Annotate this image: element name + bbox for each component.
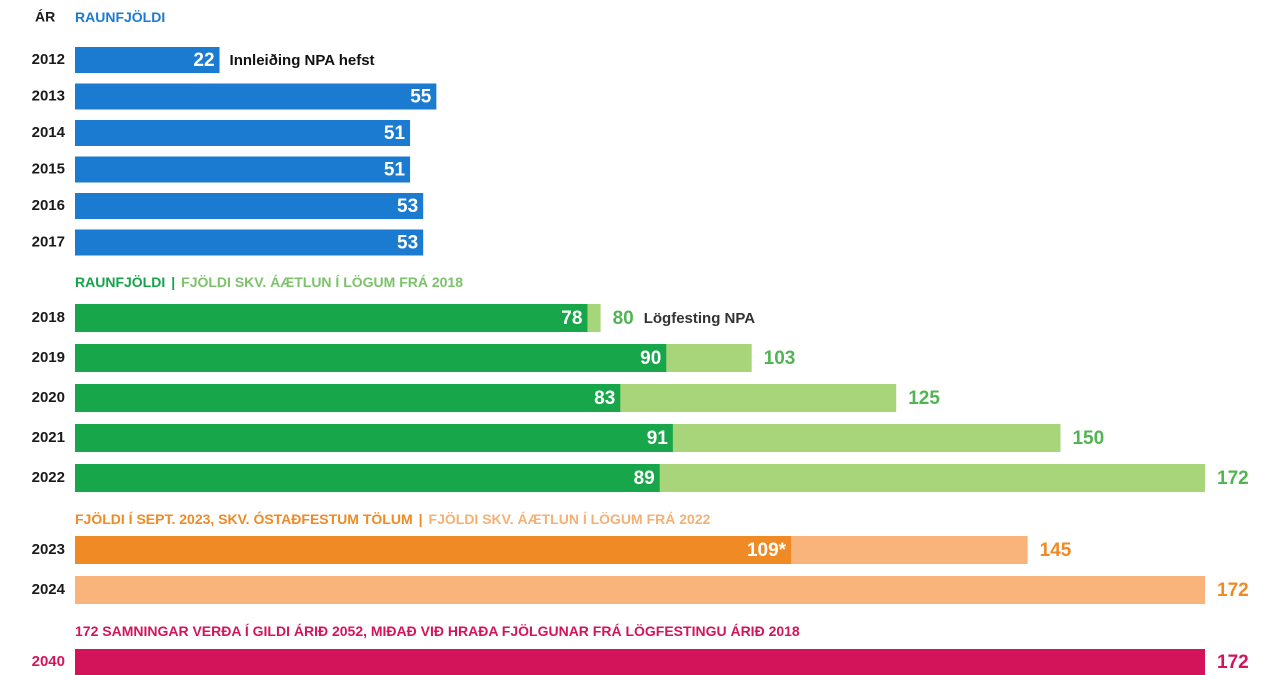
header-part: FJÖLDI SKV. ÁÆTLUN Í LÖGUM FRÁ 2018 (181, 274, 463, 290)
section-header: RAUNFJÖLDI | FJÖLDI SKV. ÁÆTLUN Í LÖGUM FR… (75, 274, 463, 290)
value-label: 22 (193, 50, 214, 71)
category-label: 2015 (32, 160, 65, 177)
bar (75, 424, 673, 452)
category-header: ÁR (35, 9, 55, 25)
bar (75, 156, 411, 183)
category-label: 2020 (32, 389, 65, 406)
section-header: FJÖLDI Í SEPT. 2023, SKV. ÓSTAÐFESTUM TÖ… (75, 510, 711, 527)
category-label: 2022 (32, 469, 65, 486)
value-label: 83 (594, 388, 615, 409)
bar (75, 304, 588, 332)
value-label: 150 (1072, 428, 1104, 449)
category-label: 2023 (32, 541, 65, 558)
bar (75, 47, 220, 73)
category-label: 2013 (32, 87, 65, 104)
value-label: 91 (647, 428, 669, 449)
category-label: 2017 (32, 233, 65, 250)
bar (75, 344, 667, 372)
value-label: 55 (410, 87, 432, 108)
bar (75, 120, 411, 146)
category-label: 2012 (32, 51, 65, 68)
header-part: RAUNFJÖLDI (75, 9, 165, 25)
section-header: RAUNFJÖLDI (75, 9, 165, 25)
value-label: 125 (908, 388, 940, 409)
bar (75, 229, 424, 256)
header-part: RAUNFJÖLDI (75, 274, 165, 290)
value-label: 172 (1217, 580, 1249, 601)
annotation: Lögfesting NPA (644, 310, 756, 327)
value-label: 51 (384, 123, 406, 144)
bar (75, 576, 1205, 604)
bar (75, 536, 792, 564)
category-label: 2016 (32, 197, 65, 214)
value-label: 78 (561, 308, 582, 329)
value-label: 109* (747, 540, 787, 561)
category-label: 2021 (32, 429, 65, 446)
bar (75, 83, 437, 110)
bar (75, 464, 660, 492)
category-label: 2018 (32, 309, 65, 326)
category-label: 2040 (32, 653, 65, 670)
category-label: 2014 (32, 124, 66, 141)
value-label: 172 (1217, 652, 1249, 673)
bar (75, 384, 621, 412)
category-label: 2024 (32, 581, 66, 598)
bar (75, 193, 424, 219)
value-label: 172 (1217, 468, 1249, 489)
value-label: 53 (397, 233, 418, 254)
value-label: 53 (397, 196, 418, 217)
header-part: | (419, 511, 423, 527)
value-label: 90 (640, 348, 661, 369)
bar (75, 649, 1205, 675)
header-part: | (171, 274, 175, 290)
value-label: 51 (384, 160, 406, 181)
header-part: FJÖLDI SKV. ÁÆTLUN Í LÖGUM FRÁ 2022 (429, 511, 711, 527)
header-part: FJÖLDI Í SEPT. 2023, SKV. ÓSTAÐFESTUM TÖ… (75, 510, 413, 527)
section-header: 172 SAMNINGAR VERÐA Í GILDI ÁRIÐ 2052, M… (75, 623, 800, 639)
annotation: Innleiðing NPA hefst (230, 52, 375, 69)
value-label: 103 (764, 348, 796, 369)
value-label: 89 (634, 468, 655, 489)
value-label: 80 (613, 308, 634, 329)
category-label: 2019 (32, 349, 65, 366)
value-label: 145 (1040, 540, 1072, 561)
header-part: 172 SAMNINGAR VERÐA Í GILDI ÁRIÐ 2052, M… (75, 623, 800, 639)
